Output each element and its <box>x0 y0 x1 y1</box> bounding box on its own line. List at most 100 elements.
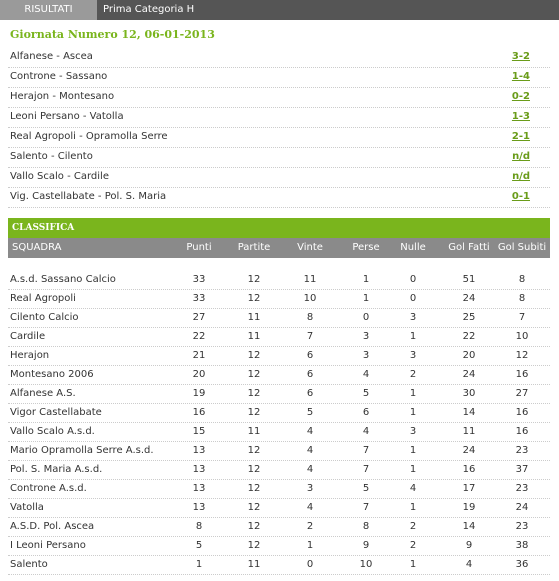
stat-cell: 20 <box>192 369 206 380</box>
stat-cell: 13 <box>192 502 206 513</box>
stat-cell: 1 <box>409 559 417 570</box>
standings-row <box>8 270 550 290</box>
stat-cell: 2 <box>409 521 417 532</box>
match-result[interactable]: n/d <box>512 171 530 182</box>
match-result[interactable]: 1-4 <box>511 71 530 82</box>
stat-cell: 24 <box>462 293 476 304</box>
stat-cell: 0 <box>409 293 417 304</box>
stat-cell: 23 <box>515 445 529 456</box>
stat-cell: 12 <box>247 350 261 361</box>
match-teams: Controne - Sassano <box>10 71 108 82</box>
stat-cell: 12 <box>247 502 261 513</box>
stat-cell: 7 <box>306 331 314 342</box>
stat-cell: 27 <box>515 388 529 399</box>
stat-cell: 8 <box>195 521 203 532</box>
stat-cell: 36 <box>515 559 529 570</box>
team-name: Real Agropoli <box>10 293 76 304</box>
match-teams: Leoni Persano - Vatolla <box>10 111 124 122</box>
team-name: Vatolla <box>10 502 44 513</box>
stat-cell: 51 <box>462 274 476 285</box>
stat-cell: 9 <box>465 540 473 551</box>
stat-cell: 14 <box>462 407 476 418</box>
stat-cell: 16 <box>515 369 529 380</box>
standings-row <box>8 498 550 518</box>
match-teams: Salento - Cilento <box>10 151 93 162</box>
stat-cell: 2 <box>306 521 314 532</box>
stat-cell: 23 <box>515 483 529 494</box>
match-teams: Herajon - Montesano <box>10 91 115 102</box>
stat-cell: 6 <box>362 407 370 418</box>
stat-cell: 0 <box>362 312 370 323</box>
round-title: Giornata Numero 12, 06-01-2013 <box>10 28 215 41</box>
stat-cell: 19 <box>462 502 476 513</box>
stat-cell: 8 <box>518 274 526 285</box>
standings-row <box>8 422 550 442</box>
stat-cell: 22 <box>462 331 476 342</box>
stat-cell: 21 <box>192 350 206 361</box>
match-row <box>8 87 550 108</box>
team-name: A.s.d. Sassano Calcio <box>10 274 116 285</box>
stat-cell: 1 <box>362 274 370 285</box>
stat-cell: 6 <box>306 350 314 361</box>
stat-cell: 4 <box>465 559 473 570</box>
stat-cell: 12 <box>247 464 261 475</box>
match-result[interactable]: 2-1 <box>511 131 530 142</box>
stat-cell: 25 <box>462 312 476 323</box>
stat-cell: 1 <box>409 464 417 475</box>
stat-cell: 33 <box>192 274 206 285</box>
stat-cell: 3 <box>409 312 417 323</box>
stat-cell: 38 <box>515 540 529 551</box>
stat-cell: 12 <box>247 445 261 456</box>
match-row <box>8 187 550 208</box>
stat-cell: 16 <box>515 407 529 418</box>
stat-cell: 16 <box>462 464 476 475</box>
match-result[interactable]: 0-1 <box>511 191 530 202</box>
stat-cell: 1 <box>409 445 417 456</box>
stat-cell: 10 <box>359 559 373 570</box>
match-row <box>8 47 550 68</box>
stat-cell: 17 <box>462 483 476 494</box>
standings-row <box>8 555 550 575</box>
stat-cell: 11 <box>247 331 261 342</box>
stat-cell: 12 <box>247 483 261 494</box>
match-result[interactable]: 0-2 <box>511 91 530 102</box>
column-header: Punti <box>186 242 212 253</box>
match-teams: Vig. Castellabate - Pol. S. Maria <box>10 191 167 202</box>
match-result[interactable]: n/d <box>512 151 530 162</box>
standings-row <box>8 308 550 328</box>
standings-row <box>8 327 550 347</box>
match-result[interactable]: 1-3 <box>511 111 530 122</box>
stat-cell: 0 <box>409 274 417 285</box>
stat-cell: 11 <box>303 274 317 285</box>
stat-cell: 16 <box>515 426 529 437</box>
stat-cell: 1 <box>409 502 417 513</box>
stat-cell: 6 <box>306 369 314 380</box>
stat-cell: 6 <box>306 388 314 399</box>
stat-cell: 1 <box>195 559 203 570</box>
match-row <box>8 67 550 88</box>
stat-cell: 12 <box>247 293 261 304</box>
match-teams: Real Agropoli - Opramolla Serre <box>10 131 168 142</box>
team-name: Salento <box>10 559 48 570</box>
stat-cell: 12 <box>247 388 261 399</box>
team-name: Mario Opramolla Serre A.s.d. <box>10 445 154 456</box>
stat-cell: 4 <box>409 483 417 494</box>
tab[interactable]: RISULTATI <box>0 0 97 20</box>
standings-row <box>8 289 550 309</box>
stat-cell: 30 <box>462 388 476 399</box>
match-teams: Alfanese - Ascea <box>10 51 93 62</box>
match-row <box>8 107 550 128</box>
column-header: Partite <box>237 242 271 253</box>
stat-cell: 1 <box>409 388 417 399</box>
standings-row <box>8 460 550 480</box>
standings-row <box>8 346 550 366</box>
stat-cell: 11 <box>247 426 261 437</box>
match-result[interactable]: 3-2 <box>511 51 530 62</box>
stat-cell: 3 <box>362 350 370 361</box>
stat-cell: 8 <box>306 312 314 323</box>
standings-row <box>8 365 550 385</box>
team-name: Herajon <box>10 350 50 361</box>
stat-cell: 4 <box>306 426 314 437</box>
stat-cell: 1 <box>306 540 314 551</box>
column-header: Gol Fatti <box>448 242 490 253</box>
